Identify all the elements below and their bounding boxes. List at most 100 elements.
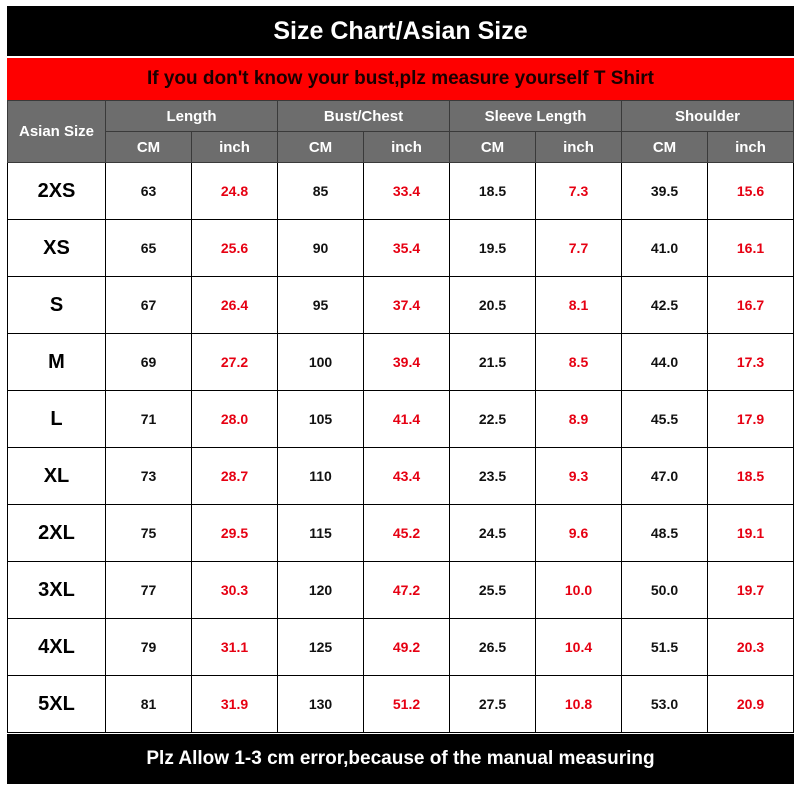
- inch-value-cell: 28.0: [191, 390, 278, 448]
- header-bust-chest: Bust/Chest: [277, 100, 450, 132]
- inch-value-cell: 27.2: [191, 333, 278, 391]
- cm-value-cell: 100: [277, 333, 364, 391]
- cm-value-cell: 110: [277, 447, 364, 505]
- cm-value-cell: 95: [277, 276, 364, 334]
- table-row: XS 65 25.6 90 35.4 19.5 7.7 41.0 16.1: [7, 219, 795, 277]
- inch-value-cell: 28.7: [191, 447, 278, 505]
- cm-value-cell: 67: [105, 276, 192, 334]
- cm-value-cell: 27.5: [449, 675, 536, 733]
- cm-value-cell: 85: [277, 162, 364, 220]
- cm-value-cell: 26.5: [449, 618, 536, 676]
- inch-value-cell: 41.4: [363, 390, 450, 448]
- cm-value-cell: 41.0: [621, 219, 709, 277]
- header-asian-size: Asian Size: [7, 100, 106, 163]
- inch-value-cell: 16.7: [707, 276, 795, 334]
- table-row: 3XL 77 30.3 120 47.2 25.5 10.0 50.0 19.7: [7, 561, 795, 619]
- header-row-groups: Asian Size Length Bust/Chest Sleeve Leng…: [7, 100, 795, 163]
- cm-value-cell: 69: [105, 333, 192, 391]
- inch-value-cell: 10.8: [534, 675, 623, 733]
- header-sleeve-length: Sleeve Length: [448, 100, 623, 132]
- inch-value-cell: 20.3: [707, 618, 795, 676]
- size-label: 3XL: [7, 561, 106, 619]
- inch-value-cell: 45.2: [363, 504, 450, 562]
- inch-value-cell: 37.4: [363, 276, 450, 334]
- header-row-units: CM inch CM inch CM inch CM inch: [8, 131, 795, 163]
- cm-value-cell: 77: [105, 561, 192, 619]
- cm-value-cell: 48.5: [621, 504, 709, 562]
- cm-value-cell: 120: [277, 561, 364, 619]
- table-row: 2XS 63 24.8 85 33.4 18.5 7.3 39.5 15.6: [7, 162, 795, 220]
- size-label: S: [7, 276, 106, 334]
- table-row: L 71 28.0 105 41.4 22.5 8.9 45.5 17.9: [7, 390, 795, 448]
- inch-value-cell: 30.3: [191, 561, 278, 619]
- cm-value-cell: 105: [277, 390, 364, 448]
- size-table-body: 2XS 63 24.8 85 33.4 18.5 7.3 39.5 15.6 XS 65 25.6 90…: [7, 162, 795, 733]
- inch-value-cell: 24.8: [191, 162, 278, 220]
- inch-value-cell: 49.2: [363, 618, 450, 676]
- header-unit-inch: inch: [363, 131, 450, 163]
- cm-value-cell: 81: [105, 675, 192, 733]
- inch-value-cell: 51.2: [363, 675, 450, 733]
- inch-value-cell: 19.1: [707, 504, 795, 562]
- size-label: XS: [7, 219, 106, 277]
- cm-value-cell: 44.0: [621, 333, 709, 391]
- inch-value-cell: 19.7: [707, 561, 795, 619]
- error-disclaimer: Plz Allow 1-3 cm error,because of the ma…: [7, 734, 794, 784]
- cm-value-cell: 21.5: [449, 333, 536, 391]
- inch-value-cell: 9.3: [534, 447, 623, 505]
- table-row: M 69 27.2 100 39.4 21.5 8.5 44.0 17.3: [7, 333, 795, 391]
- header-unit-cm: CM: [105, 131, 192, 163]
- cm-value-cell: 18.5: [449, 162, 536, 220]
- inch-value-cell: 47.2: [363, 561, 450, 619]
- inch-value-cell: 39.4: [363, 333, 450, 391]
- header-shoulder: Shoulder: [621, 100, 795, 132]
- cm-value-cell: 20.5: [449, 276, 536, 334]
- inch-value-cell: 16.1: [707, 219, 795, 277]
- cm-value-cell: 63: [105, 162, 192, 220]
- inch-value-cell: 7.3: [534, 162, 623, 220]
- size-label: 2XL: [7, 504, 106, 562]
- inch-value-cell: 35.4: [363, 219, 450, 277]
- cm-value-cell: 39.5: [621, 162, 709, 220]
- cm-value-cell: 19.5: [449, 219, 536, 277]
- cm-value-cell: 73: [105, 447, 192, 505]
- table-row: 4XL 79 31.1 125 49.2 26.5 10.4 51.5 20.3: [7, 618, 795, 676]
- inch-value-cell: 17.3: [707, 333, 795, 391]
- cm-value-cell: 90: [277, 219, 364, 277]
- cm-value-cell: 65: [105, 219, 192, 277]
- cm-value-cell: 130: [277, 675, 364, 733]
- size-chart: Size Chart/Asian Size If you don't know …: [7, 6, 795, 784]
- inch-value-cell: 8.1: [534, 276, 623, 334]
- table-row: S 67 26.4 95 37.4 20.5 8.1 42.5 16.7: [7, 276, 795, 334]
- inch-value-cell: 8.5: [534, 333, 623, 391]
- size-label: XL: [7, 447, 106, 505]
- size-table: Asian Size Length Bust/Chest Sleeve Leng…: [7, 100, 795, 733]
- table-row: 2XL 75 29.5 115 45.2 24.5 9.6 48.5 19.1: [7, 504, 795, 562]
- inch-value-cell: 7.7: [534, 219, 623, 277]
- size-label: 5XL: [7, 675, 106, 733]
- size-label: L: [7, 390, 106, 448]
- cm-value-cell: 125: [277, 618, 364, 676]
- cm-value-cell: 50.0: [621, 561, 709, 619]
- inch-value-cell: 25.6: [191, 219, 278, 277]
- inch-value-cell: 33.4: [363, 162, 450, 220]
- cm-value-cell: 47.0: [621, 447, 709, 505]
- cm-value-cell: 51.5: [621, 618, 709, 676]
- cm-value-cell: 79: [105, 618, 192, 676]
- size-label: M: [7, 333, 106, 391]
- inch-value-cell: 26.4: [191, 276, 278, 334]
- cm-value-cell: 22.5: [449, 390, 536, 448]
- table-row: 5XL 81 31.9 130 51.2 27.5 10.8 53.0 20.9: [7, 675, 795, 733]
- inch-value-cell: 18.5: [707, 447, 795, 505]
- measure-notice: If you don't know your bust,plz measure …: [7, 58, 794, 100]
- inch-value-cell: 10.0: [534, 561, 623, 619]
- cm-value-cell: 25.5: [449, 561, 536, 619]
- cm-value-cell: 24.5: [449, 504, 536, 562]
- cm-value-cell: 23.5: [449, 447, 536, 505]
- header-unit-cm: CM: [621, 131, 709, 163]
- chart-title: Size Chart/Asian Size: [7, 6, 794, 56]
- header-length: Length: [105, 100, 278, 132]
- cm-value-cell: 45.5: [621, 390, 709, 448]
- inch-value-cell: 15.6: [707, 162, 795, 220]
- inch-value-cell: 31.1: [191, 618, 278, 676]
